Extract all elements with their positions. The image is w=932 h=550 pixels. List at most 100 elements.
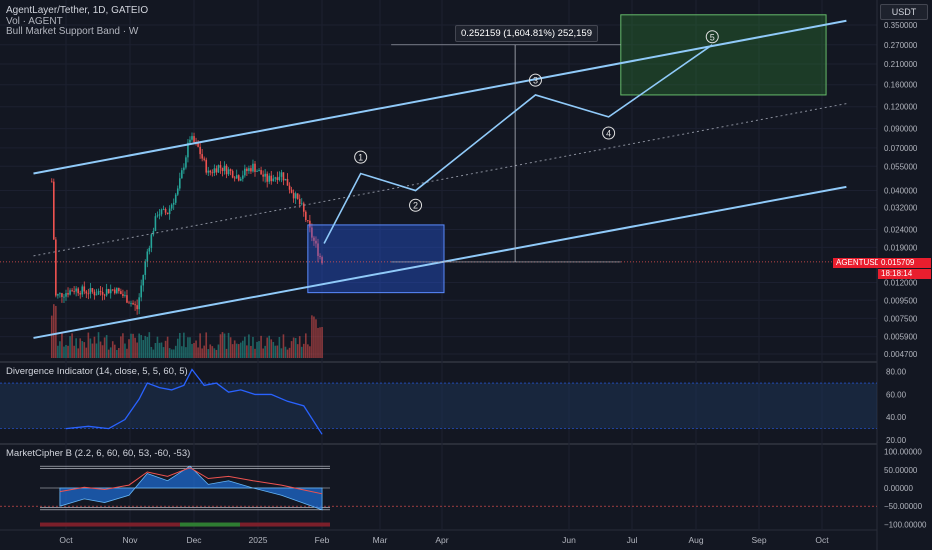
volume-bar (120, 336, 122, 358)
candle-body (61, 293, 63, 297)
price-tick-label: 0.270000 (884, 41, 918, 50)
candle-body (134, 304, 136, 306)
time-tick-label: Oct (815, 535, 829, 545)
volume-bar (166, 336, 169, 358)
candle-body (274, 177, 277, 179)
measure-label: 0.252159 (1,604.81%) 252,159 (455, 25, 598, 42)
volume-bar (103, 337, 106, 358)
volume-bar (307, 344, 309, 358)
candle-body (122, 294, 124, 296)
divergence-label[interactable]: Divergence Indicator (14, close, 5, 5, 6… (6, 366, 188, 377)
candle-body (156, 215, 159, 217)
target-zone (620, 14, 827, 96)
volume-bar (89, 338, 92, 358)
candle-body (126, 295, 128, 303)
candle-body (207, 170, 210, 173)
candle-body (254, 163, 256, 172)
volume-bar (321, 327, 323, 358)
marketcipher-tick-label: −50.00000 (884, 502, 923, 511)
volume-bar (296, 344, 299, 358)
volume-bar (59, 341, 61, 358)
candle-body (107, 289, 110, 294)
wave-label-circle (705, 30, 719, 44)
buy-zone (307, 224, 445, 294)
candle-body (270, 175, 273, 182)
marketcipher-tick-label: 0.00000 (884, 484, 913, 493)
wave-label-circle (528, 73, 542, 87)
volume-bar (264, 345, 266, 358)
candle-body (300, 203, 303, 205)
marketcipher-pane: 100.00000 50.00000 0.00000 −50.00000 −100.00… (0, 448, 927, 529)
band-legend[interactable]: Bull Market Support Band · W (6, 26, 139, 37)
candle-body (103, 294, 106, 296)
candle-body (109, 289, 112, 294)
wave-label-text: 2 (413, 201, 418, 211)
candle-body (93, 291, 96, 296)
candle-body (242, 175, 244, 179)
time-tick-label: Oct (59, 535, 73, 545)
volume-bar (71, 333, 73, 358)
candle-body (77, 288, 79, 294)
volume-bar (260, 335, 262, 358)
volume-bar (69, 336, 71, 358)
candle-body (81, 286, 84, 295)
candle-body (75, 288, 77, 292)
volume-bar (87, 332, 90, 358)
volume-bar (300, 346, 303, 358)
candle-body (229, 169, 232, 171)
time-tick-label: Aug (688, 535, 703, 545)
price-tick-label: 0.350000 (884, 21, 918, 30)
channel-lower-line (33, 185, 847, 339)
wave-label-circle (602, 126, 616, 140)
volume-bar (55, 305, 57, 358)
candle-body (203, 158, 205, 160)
currency-label[interactable]: USDT (880, 4, 928, 20)
volume-bar (130, 333, 132, 358)
volume-bar (278, 336, 281, 358)
price-tick-label: 0.007500 (884, 314, 918, 323)
divergence-tick-label: 20.00 (886, 436, 907, 445)
volume-bar (302, 343, 305, 358)
volume-bar (252, 336, 254, 358)
candle-body (235, 175, 238, 179)
candle-body (201, 154, 203, 159)
volume-bar (128, 339, 130, 358)
candle-body (187, 142, 189, 158)
volume-bars (50, 304, 323, 358)
volume-bar (63, 346, 65, 358)
marketcipher-tick-label: −100.00000 (884, 520, 927, 529)
volume-bar (85, 347, 88, 358)
volume-bar (317, 327, 319, 358)
time-tick-label: Nov (122, 535, 138, 545)
volume-legend[interactable]: Vol · AGENT (6, 16, 63, 27)
price-tick-label: 0.012000 (884, 278, 918, 287)
wave-label-circle (409, 198, 423, 212)
volume-bar (233, 340, 236, 358)
candle-body (309, 220, 311, 228)
candle-body (181, 170, 183, 179)
volume-bar (274, 345, 277, 358)
candle-body (215, 168, 218, 173)
volume-bar (170, 349, 173, 358)
candle-body (209, 170, 212, 173)
volume-bar (284, 346, 287, 358)
marketcipher-label[interactable]: MarketCipher B (2.2, 6, 60, 60, 53, -60,… (6, 448, 191, 459)
volume-bar (154, 342, 157, 358)
chart-grid (0, 0, 877, 531)
volume-bar (268, 335, 271, 358)
candle-body (128, 302, 130, 304)
candle-body (91, 288, 94, 292)
candle-body (113, 289, 116, 294)
time-tick-label: Apr (435, 535, 448, 545)
candle-body (252, 163, 254, 172)
candle-body (197, 142, 199, 147)
divergence-band (0, 383, 877, 429)
candle-body (53, 181, 55, 240)
volume-bar (57, 345, 59, 358)
price-tick-label: 0.210000 (884, 60, 918, 69)
price-tick-label: 0.019000 (884, 243, 918, 252)
volume-bar (246, 345, 248, 358)
volume-bar (187, 337, 189, 358)
candle-body (57, 294, 59, 296)
